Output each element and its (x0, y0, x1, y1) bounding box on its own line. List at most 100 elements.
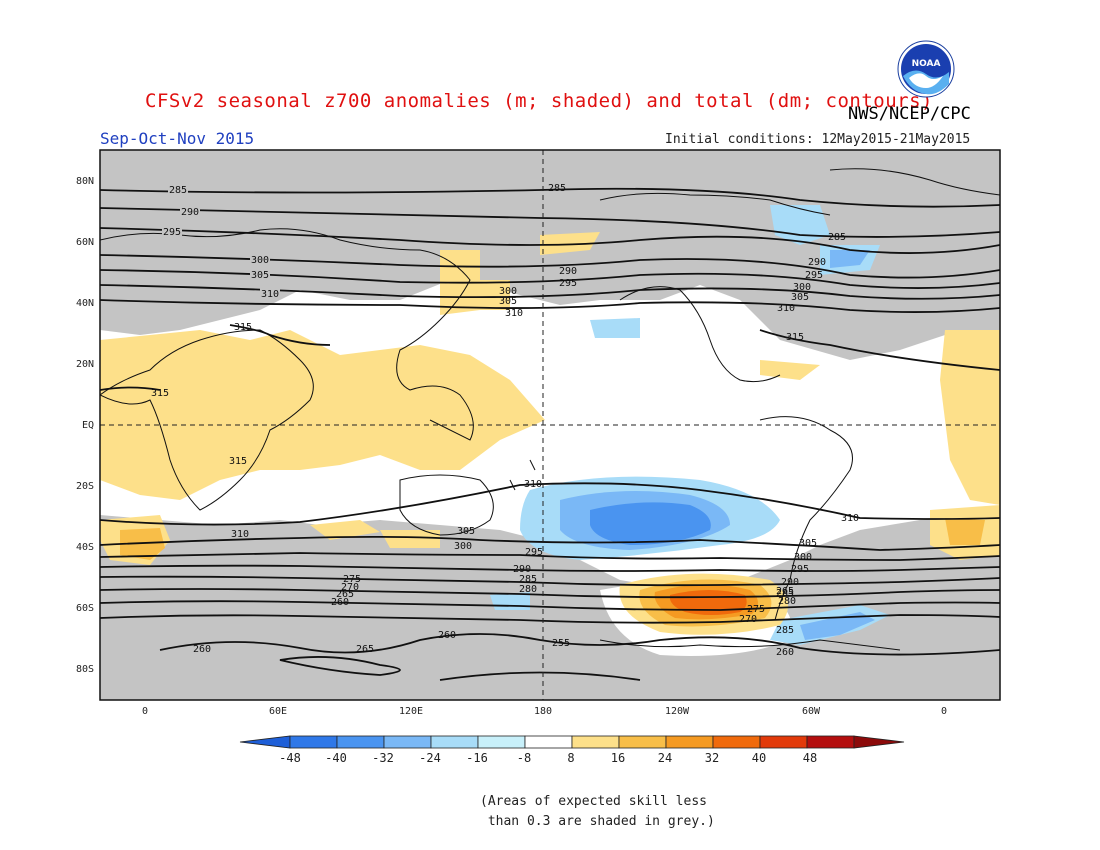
svg-text:260: 260 (776, 647, 794, 658)
svg-text:295: 295 (805, 270, 823, 281)
svg-text:300: 300 (793, 282, 811, 293)
svg-text:290: 290 (513, 564, 531, 575)
lon-label: 120W (665, 706, 690, 717)
svg-text:295: 295 (525, 547, 543, 558)
legend-tick: 24 (658, 751, 672, 765)
svg-text:260: 260 (193, 644, 211, 655)
svg-text:300: 300 (499, 286, 517, 297)
lat-label: 20N (76, 359, 94, 370)
legend-tick: -48 (279, 751, 301, 765)
svg-text:295: 295 (791, 564, 809, 575)
svg-text:285: 285 (776, 588, 794, 599)
svg-text:285: 285 (776, 625, 794, 636)
svg-text:265: 265 (776, 586, 794, 597)
lat-label: 40N (76, 298, 94, 309)
svg-text:285: 285 (519, 574, 537, 585)
svg-text:265: 265 (336, 589, 354, 600)
forecast-period: Sep-Oct-Nov 2015 (100, 129, 255, 148)
svg-text:300: 300 (794, 552, 812, 563)
legend-color-box (618, 735, 667, 749)
legend-tick: 16 (611, 751, 625, 765)
svg-text:290: 290 (781, 577, 799, 588)
svg-text:260: 260 (331, 597, 349, 608)
lon-label: 180 (534, 706, 552, 717)
skill-note: (Areas of expected skill less than 0.3 a… (480, 794, 715, 829)
map-title: CFSv2 seasonal z700 anomalies (m; shaded… (145, 90, 933, 112)
legend-color-box (289, 735, 338, 749)
noaa-logo-icon: NOAA (897, 40, 955, 98)
lat-label: 40S (76, 542, 94, 553)
svg-text:285: 285 (548, 183, 566, 194)
svg-text:310: 310 (777, 303, 795, 314)
legend-tick: 48 (803, 751, 817, 765)
legend-tick: 32 (705, 751, 719, 765)
legend-color-box (383, 735, 432, 749)
svg-text:290: 290 (181, 207, 199, 218)
svg-text:305: 305 (799, 538, 817, 549)
legend-tick: -40 (325, 751, 347, 765)
svg-text:270: 270 (739, 614, 757, 625)
lon-label: 120E (399, 706, 423, 717)
legend-color-box (759, 735, 808, 749)
lon-label: 60E (269, 706, 287, 717)
legend-color-box (665, 735, 714, 749)
legend-tick: -8 (517, 751, 531, 765)
svg-text:300: 300 (454, 541, 472, 552)
legend-tick: -16 (466, 751, 488, 765)
svg-text:290: 290 (559, 266, 577, 277)
lat-label: EQ (82, 420, 94, 431)
svg-text:305: 305 (457, 526, 475, 537)
legend-tick: 8 (567, 751, 574, 765)
color-legend: -48 -40 -32 -24 -16 -8 8 16 24 32 40 48 (239, 735, 905, 765)
legend-color-box (477, 735, 526, 749)
legend-color-box (336, 735, 385, 749)
legend-color-box (430, 735, 479, 749)
lon-label: 0 (941, 706, 947, 717)
svg-text:305: 305 (791, 292, 809, 303)
lat-label: 60N (76, 237, 94, 248)
lat-label: 20S (76, 481, 94, 492)
svg-text:270: 270 (341, 582, 359, 593)
svg-text:310: 310 (261, 289, 279, 300)
svg-text:315: 315 (229, 456, 247, 467)
svg-text:310: 310 (524, 479, 542, 490)
svg-text:315: 315 (151, 388, 169, 399)
legend-tick-labels: -48 -40 -32 -24 -16 -8 8 16 24 32 40 48 (279, 751, 817, 765)
initial-conditions: Initial conditions: 12May2015-21May2015 (665, 132, 971, 147)
svg-text:275: 275 (343, 574, 361, 585)
latitude-axis: 80N 60N 40N 20N EQ 20S 40S 60S 80S (76, 176, 94, 675)
skill-mask-north (100, 150, 1000, 360)
legend-tick: -24 (419, 751, 441, 765)
svg-text:295: 295 (163, 227, 181, 238)
legend-color-box (806, 735, 855, 749)
svg-text:300: 300 (251, 255, 269, 266)
lat-label: 60S (76, 603, 94, 614)
legend-color-box (524, 735, 573, 749)
longitude-axis: 0 60E 120E 180 120W 60W 0 (142, 706, 947, 717)
lat-label: 80S (76, 664, 94, 675)
lat-label: 80N (76, 176, 94, 187)
svg-text:280: 280 (778, 596, 796, 607)
svg-text:305: 305 (499, 296, 517, 307)
svg-text:285: 285 (169, 185, 187, 196)
svg-text:310: 310 (505, 308, 523, 319)
agency-label: NWS/NCEP/CPC (848, 104, 971, 124)
svg-text:NOAA: NOAA (912, 59, 941, 69)
svg-text:265: 265 (356, 644, 374, 655)
map-frame (99, 149, 1001, 701)
svg-text:260: 260 (438, 630, 456, 641)
legend-color-box (712, 735, 761, 749)
svg-text:310: 310 (231, 529, 249, 540)
legend-arrow-low (239, 735, 291, 749)
legend-tick: -32 (372, 751, 394, 765)
svg-text:315: 315 (786, 332, 804, 343)
legend-arrow-high (853, 735, 905, 749)
legend-tick: 40 (752, 751, 766, 765)
svg-text:315: 315 (234, 322, 252, 333)
lon-label: 0 (142, 706, 148, 717)
legend-color-boxes (239, 735, 905, 749)
legend-color-box (571, 735, 620, 749)
svg-text:280: 280 (519, 584, 537, 595)
svg-text:305: 305 (251, 270, 269, 281)
svg-text:310: 310 (841, 513, 859, 524)
